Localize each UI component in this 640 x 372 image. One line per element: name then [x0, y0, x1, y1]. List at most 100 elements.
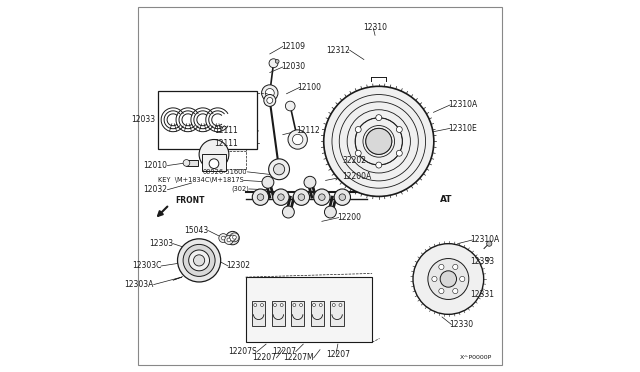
Circle shape	[183, 244, 215, 276]
Circle shape	[280, 304, 283, 307]
Circle shape	[221, 236, 225, 240]
Text: 15043: 15043	[184, 226, 209, 235]
Circle shape	[266, 89, 275, 97]
Text: 12111: 12111	[214, 139, 238, 148]
Bar	[158, 91, 257, 149]
Text: 12310A: 12310A	[449, 100, 477, 109]
Text: 12310E: 12310E	[449, 124, 477, 133]
Text: 12207S: 12207S	[228, 347, 257, 356]
Circle shape	[257, 194, 264, 201]
Circle shape	[460, 276, 465, 282]
Circle shape	[376, 115, 381, 121]
Bar	[186, 160, 198, 166]
Text: 12010: 12010	[143, 161, 168, 170]
Circle shape	[278, 194, 284, 201]
Circle shape	[319, 194, 325, 201]
Text: 12033: 12033	[131, 115, 156, 124]
Circle shape	[262, 176, 274, 188]
Text: (302): (302)	[232, 186, 250, 192]
Circle shape	[254, 304, 257, 307]
Circle shape	[269, 59, 278, 68]
Circle shape	[285, 101, 295, 111]
Text: 12207M: 12207M	[283, 353, 314, 362]
Circle shape	[452, 264, 458, 270]
Circle shape	[293, 189, 310, 205]
Circle shape	[193, 255, 205, 266]
Circle shape	[183, 160, 190, 166]
Text: KEY  \M+1834C\M+1817S: KEY \M+1834C\M+1817S	[158, 177, 244, 183]
Circle shape	[432, 276, 437, 282]
Circle shape	[273, 164, 285, 175]
Text: FRONT: FRONT	[175, 196, 204, 205]
Text: 12200: 12200	[337, 213, 361, 222]
Text: 32202: 32202	[342, 156, 366, 165]
Circle shape	[304, 176, 316, 188]
Text: 00926-51600: 00926-51600	[203, 169, 248, 175]
Circle shape	[440, 271, 456, 287]
Circle shape	[355, 126, 361, 132]
Text: 12330: 12330	[449, 320, 474, 329]
Text: 12303: 12303	[149, 239, 173, 248]
Circle shape	[355, 150, 361, 156]
Circle shape	[230, 235, 236, 241]
Circle shape	[273, 189, 289, 205]
Circle shape	[226, 231, 239, 245]
Circle shape	[269, 159, 289, 180]
Circle shape	[339, 194, 346, 201]
Circle shape	[232, 235, 236, 239]
Text: 12112: 12112	[296, 126, 319, 135]
Circle shape	[189, 250, 209, 271]
Circle shape	[314, 189, 330, 205]
Circle shape	[312, 304, 316, 307]
Circle shape	[209, 159, 219, 169]
Bar	[291, 301, 305, 326]
Circle shape	[376, 162, 381, 168]
Circle shape	[413, 244, 484, 314]
Bar	[330, 301, 344, 326]
Circle shape	[230, 233, 239, 242]
Text: 12310: 12310	[363, 23, 387, 32]
Text: 12200A: 12200A	[342, 172, 372, 181]
Circle shape	[439, 288, 444, 294]
Text: X^P0000P: X^P0000P	[460, 355, 492, 360]
Circle shape	[298, 194, 305, 201]
Circle shape	[225, 235, 234, 244]
Text: 12207: 12207	[272, 347, 296, 356]
Circle shape	[219, 234, 228, 243]
Circle shape	[262, 85, 278, 101]
Circle shape	[319, 304, 322, 307]
Text: 12302: 12302	[227, 262, 250, 270]
Circle shape	[177, 239, 221, 282]
Bar	[310, 301, 324, 326]
Circle shape	[486, 241, 492, 246]
Circle shape	[396, 126, 403, 132]
Text: 12312: 12312	[326, 46, 349, 55]
Circle shape	[339, 304, 342, 307]
Circle shape	[264, 94, 276, 106]
Text: 12109: 12109	[281, 42, 305, 51]
Bar	[252, 301, 266, 326]
Circle shape	[332, 304, 335, 307]
Circle shape	[282, 206, 294, 218]
Circle shape	[293, 304, 296, 307]
Circle shape	[324, 86, 434, 196]
Bar	[202, 154, 227, 171]
Text: 12303C: 12303C	[132, 262, 161, 270]
Circle shape	[324, 206, 337, 218]
Text: 12111: 12111	[214, 126, 238, 135]
Text: 12303A: 12303A	[124, 280, 154, 289]
Circle shape	[267, 97, 273, 103]
Circle shape	[252, 189, 269, 205]
Circle shape	[396, 150, 403, 156]
Text: 12207: 12207	[252, 353, 276, 362]
Text: 12310A: 12310A	[470, 235, 500, 244]
Circle shape	[260, 304, 264, 307]
Circle shape	[273, 304, 276, 307]
Text: 12100: 12100	[298, 83, 322, 92]
Text: 12331: 12331	[470, 290, 495, 299]
Bar	[246, 277, 372, 342]
Circle shape	[334, 189, 351, 205]
Circle shape	[227, 238, 231, 242]
Text: 12032: 12032	[143, 185, 168, 194]
Text: 12333: 12333	[470, 257, 495, 266]
